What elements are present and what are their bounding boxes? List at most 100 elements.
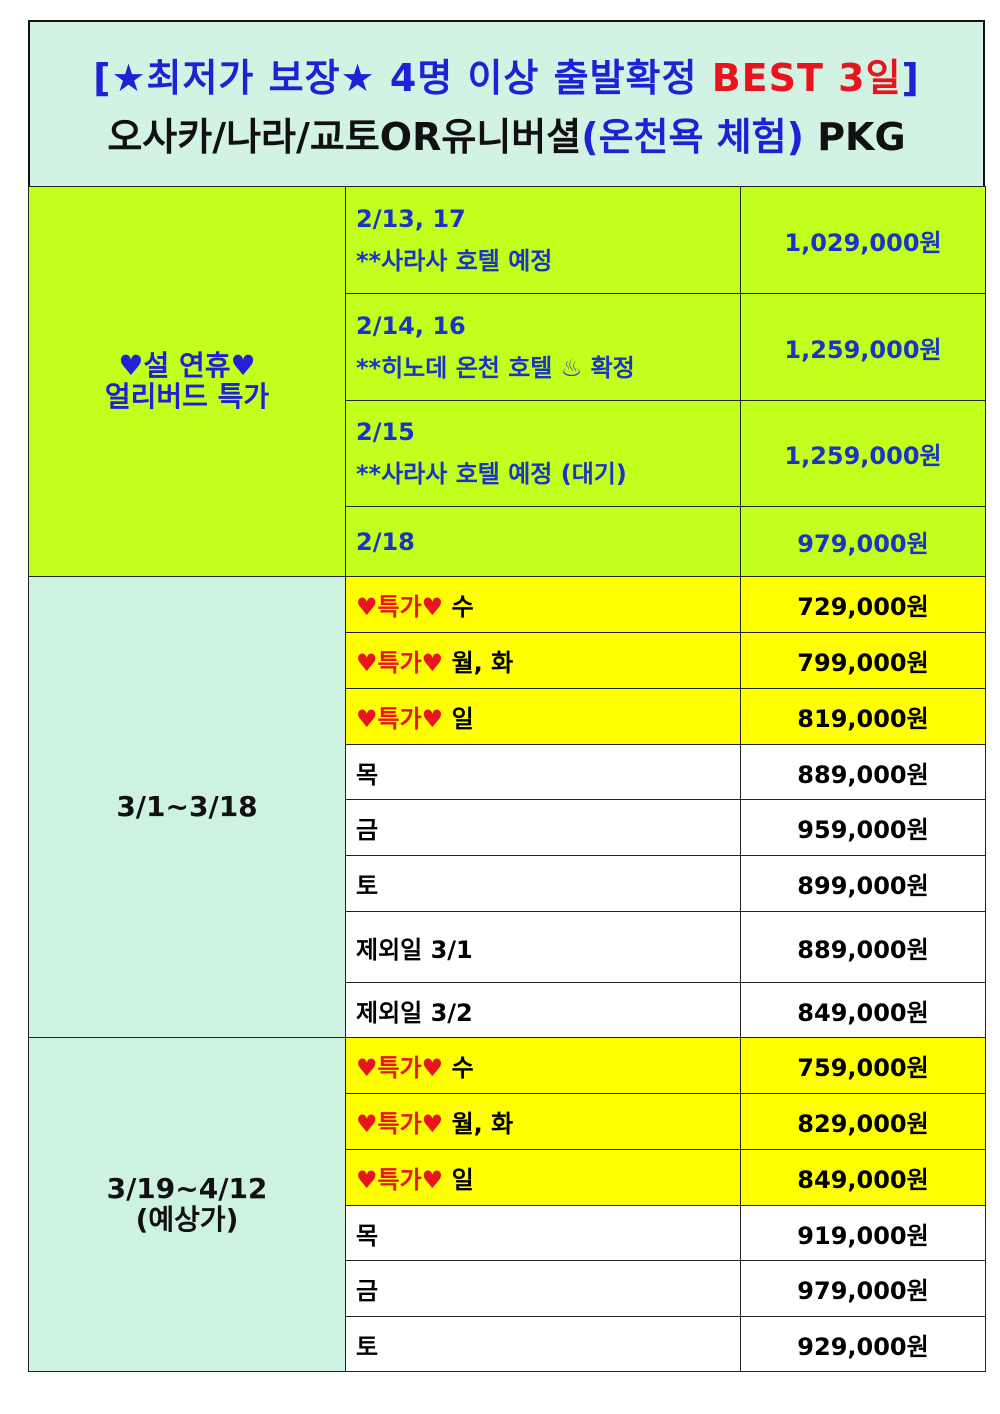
period-label: (예상가) xyxy=(135,1202,239,1236)
departure-day: 토 xyxy=(356,872,379,900)
date-cell: 제외일 3/2 xyxy=(345,982,741,1038)
table-row: 2/15 **사라사 호텔 예정 (대기) 1,259,000원 xyxy=(29,400,986,507)
special-badge: ♥특가♥ xyxy=(356,1054,444,1082)
price-cell: 729,000원 xyxy=(740,576,986,633)
price: 1,259,000원 xyxy=(784,335,942,364)
price-cell: 1,029,000원 xyxy=(740,186,986,294)
price-cell: 1,259,000원 xyxy=(740,400,986,507)
price-cell: 889,000원 xyxy=(740,744,986,800)
price: 799,000원 xyxy=(797,649,929,677)
departure-day: 금 xyxy=(356,816,379,844)
price: 889,000원 xyxy=(797,935,929,964)
departure-day: 월, 화 xyxy=(451,649,514,677)
table-row: 토 929,000원 xyxy=(29,1316,986,1372)
date-cell: 목 xyxy=(345,744,741,800)
price: 849,000원 xyxy=(797,1166,929,1194)
departure-day: 제외일 3/1 xyxy=(356,935,473,964)
price: 959,000원 xyxy=(797,816,929,844)
table-row: 3/1~3/18 ♥특가♥ 수 729,000원 xyxy=(28,576,986,1038)
date-cell: 목 xyxy=(345,1205,741,1261)
departure-day: 목 xyxy=(356,760,379,789)
price-cell: 849,000원 xyxy=(740,982,986,1038)
title-onsen: (온천욕 체험) xyxy=(581,115,804,159)
price: 899,000원 xyxy=(797,872,929,900)
departure-day: 월, 화 xyxy=(451,1110,514,1138)
special-badge: ♥특가♥ xyxy=(356,705,444,733)
price: 729,000원 xyxy=(797,593,929,621)
price: 1,029,000원 xyxy=(784,228,942,257)
table-row: 목 919,000원 xyxy=(29,1205,986,1261)
date-cell: ♥특가♥ 수 xyxy=(345,1037,741,1094)
date-cell: 제외일 3/1 xyxy=(345,911,741,983)
hotel-note: **히노데 온천 호텔 ♨ 확정 xyxy=(356,353,635,382)
special-badge: ♥특가♥ xyxy=(356,1166,444,1194)
table-row: ♥설 연휴♥ 얼리버드 특가 2/13, 17 **사라사 호텔 예정 1,029,00… xyxy=(28,186,986,577)
table-row: 2/18 979,000원 xyxy=(29,506,986,577)
table-row: 금 959,000원 xyxy=(29,799,986,856)
special-badge: ♥특가♥ xyxy=(356,1110,444,1138)
departure-day: 일 xyxy=(451,1166,474,1194)
price: 829,000원 xyxy=(797,1110,929,1138)
date-cell: 토 xyxy=(345,855,741,912)
price: 979,000원 xyxy=(797,1277,929,1305)
departure-day: 금 xyxy=(356,1277,379,1305)
hotel-note: **사라사 호텔 예정 (대기) xyxy=(356,460,627,488)
title-guarantee: [★최저가 보장★ 4명 이상 출발확정 xyxy=(93,56,712,100)
special-badge: ♥특가♥ xyxy=(356,593,444,621)
departure-day: 제외일 3/2 xyxy=(356,998,473,1027)
table-row: 제외일 3/2 849,000원 xyxy=(29,982,986,1038)
price-cell: 959,000원 xyxy=(740,799,986,856)
departure-day: 일 xyxy=(451,705,474,733)
date-cell: ♥특가♥ 일 xyxy=(345,688,741,745)
period-label: ♥설 연휴♥ xyxy=(118,348,256,382)
date-cell: 금 xyxy=(345,1260,741,1317)
price-cell: 889,000원 xyxy=(740,911,986,983)
price-cell: 829,000원 xyxy=(740,1093,986,1150)
title-best: BEST 3일 xyxy=(711,56,902,100)
date-cell: 2/18 xyxy=(345,506,741,577)
date-cell: 2/14, 16 **히노데 온천 호텔 ♨ 확정 xyxy=(345,293,741,401)
price-cell: 979,000원 xyxy=(740,506,986,577)
price: 929,000원 xyxy=(797,1332,929,1361)
period-label-cell: ♥설 연휴♥ 얼리버드 특가 xyxy=(28,186,346,577)
date-cell: ♥특가♥ 월, 화 xyxy=(345,1093,741,1150)
period-label-cell: 3/19~4/12 (예상가) xyxy=(28,1037,346,1372)
date-cell: 금 xyxy=(345,799,741,856)
table-row: ♥특가♥ 월, 화 829,000원 xyxy=(29,1093,986,1150)
price: 759,000원 xyxy=(797,1054,929,1082)
title-pkg: PKG xyxy=(803,115,906,159)
price-cell: 1,259,000원 xyxy=(740,293,986,401)
table-row: ♥특가♥ 월, 화 799,000원 xyxy=(29,632,986,689)
table-row: 금 979,000원 xyxy=(29,1260,986,1317)
date-cell: ♥특가♥ 일 xyxy=(345,1149,741,1206)
departure-date: 2/15 xyxy=(356,418,415,446)
departure-date: 2/13, 17 xyxy=(356,204,466,233)
period-label: 3/1~3/18 xyxy=(116,789,258,823)
price-table: ♥설 연휴♥ 얼리버드 특가 2/13, 17 **사라사 호텔 예정 1,029,00… xyxy=(28,186,986,1372)
price-cell: 819,000원 xyxy=(740,688,986,745)
date-cell: 2/15 **사라사 호텔 예정 (대기) xyxy=(345,400,741,507)
price: 889,000원 xyxy=(797,760,929,789)
table-row: 토 899,000원 xyxy=(29,855,986,912)
table-row: 제외일 3/1 889,000원 xyxy=(29,911,986,983)
departure-date: 2/14, 16 xyxy=(356,311,466,340)
departure-day: 토 xyxy=(356,1332,379,1361)
price-cell: 929,000원 xyxy=(740,1316,986,1372)
departure-day: 수 xyxy=(451,593,474,621)
title-bracket: ] xyxy=(901,56,920,100)
date-cell: ♥특가♥ 월, 화 xyxy=(345,632,741,689)
period-label: 얼리버드 특가 xyxy=(104,379,270,413)
date-cell: ♥특가♥ 수 xyxy=(345,576,741,633)
price-cell: 979,000원 xyxy=(740,1260,986,1317)
price: 849,000원 xyxy=(797,998,929,1027)
table-row: 2/14, 16 **히노데 온천 호텔 ♨ 확정 1,259,000원 xyxy=(29,293,986,401)
price: 819,000원 xyxy=(797,705,929,733)
price: 1,259,000원 xyxy=(784,442,942,470)
title-destinations: 오사카/나라/교토OR유니버셜 xyxy=(107,115,582,159)
price-cell: 849,000원 xyxy=(740,1149,986,1206)
price-sheet: [★최저가 보장★ 4명 이상 출발확정 BEST 3일] 오사카/나라/교토O… xyxy=(28,20,986,1372)
period-label-cell: 3/1~3/18 xyxy=(28,576,346,1038)
title-line-2: 오사카/나라/교토OR유니버셜(온천욕 체험) PKG xyxy=(107,106,905,161)
price-cell: 919,000원 xyxy=(740,1205,986,1261)
price-cell: 799,000원 xyxy=(740,632,986,689)
